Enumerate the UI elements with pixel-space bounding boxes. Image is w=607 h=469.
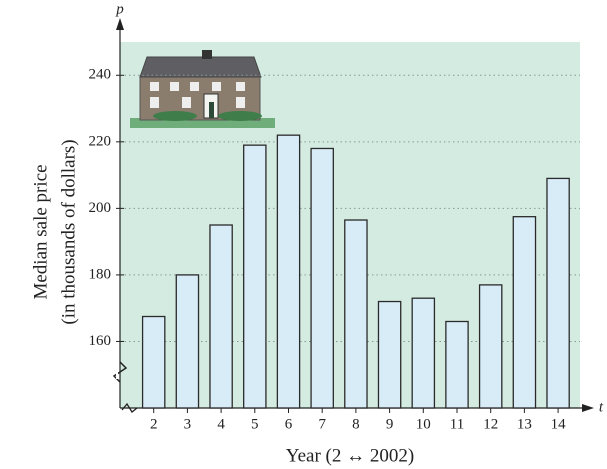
x-axis-title: Year (2 ↔ 2002) xyxy=(286,445,414,466)
bar xyxy=(480,285,502,408)
bar xyxy=(412,298,434,408)
bar xyxy=(446,321,468,408)
chart: p t Year (2 ↔ 2002) Median sale price (i… xyxy=(0,0,607,469)
bar xyxy=(277,135,299,408)
y-tick-label: 160 xyxy=(89,333,112,349)
y-tick-label: 220 xyxy=(89,133,112,149)
bar xyxy=(345,220,367,408)
bar xyxy=(210,225,232,408)
bar xyxy=(311,148,333,408)
y-tick-label: 240 xyxy=(89,67,112,83)
x-variable: t xyxy=(599,399,604,415)
y-axis-title: (in thousands of dollars) xyxy=(58,139,79,324)
y-tick-label: 180 xyxy=(89,266,112,282)
x-tick-label: 8 xyxy=(352,416,360,432)
x-tick-label: 9 xyxy=(386,416,394,432)
bar xyxy=(244,145,266,408)
bar xyxy=(378,302,400,408)
y-axis-arrow xyxy=(116,18,124,30)
x-tick-label: 5 xyxy=(251,416,259,432)
x-tick-label: 11 xyxy=(450,416,464,432)
bar xyxy=(176,275,198,408)
bar xyxy=(547,178,569,408)
x-tick-label: 2 xyxy=(150,416,158,432)
bar xyxy=(143,317,165,409)
x-tick-label: 10 xyxy=(416,416,431,432)
x-tick-label: 12 xyxy=(483,416,498,432)
x-tick-label: 13 xyxy=(517,416,532,432)
x-tick-label: 3 xyxy=(184,416,192,432)
x-tick-label: 7 xyxy=(318,416,326,432)
x-tick-label: 14 xyxy=(551,416,567,432)
bar xyxy=(513,217,535,408)
x-tick-label: 6 xyxy=(285,416,293,432)
y-variable: p xyxy=(115,1,124,17)
y-axis-title: Median sale price xyxy=(30,164,51,299)
axis-break-gap xyxy=(116,365,118,379)
x-axis-arrow xyxy=(582,404,594,412)
y-tick-label: 200 xyxy=(89,200,112,216)
x-tick-label: 4 xyxy=(217,416,225,432)
house-illustration xyxy=(130,50,275,128)
